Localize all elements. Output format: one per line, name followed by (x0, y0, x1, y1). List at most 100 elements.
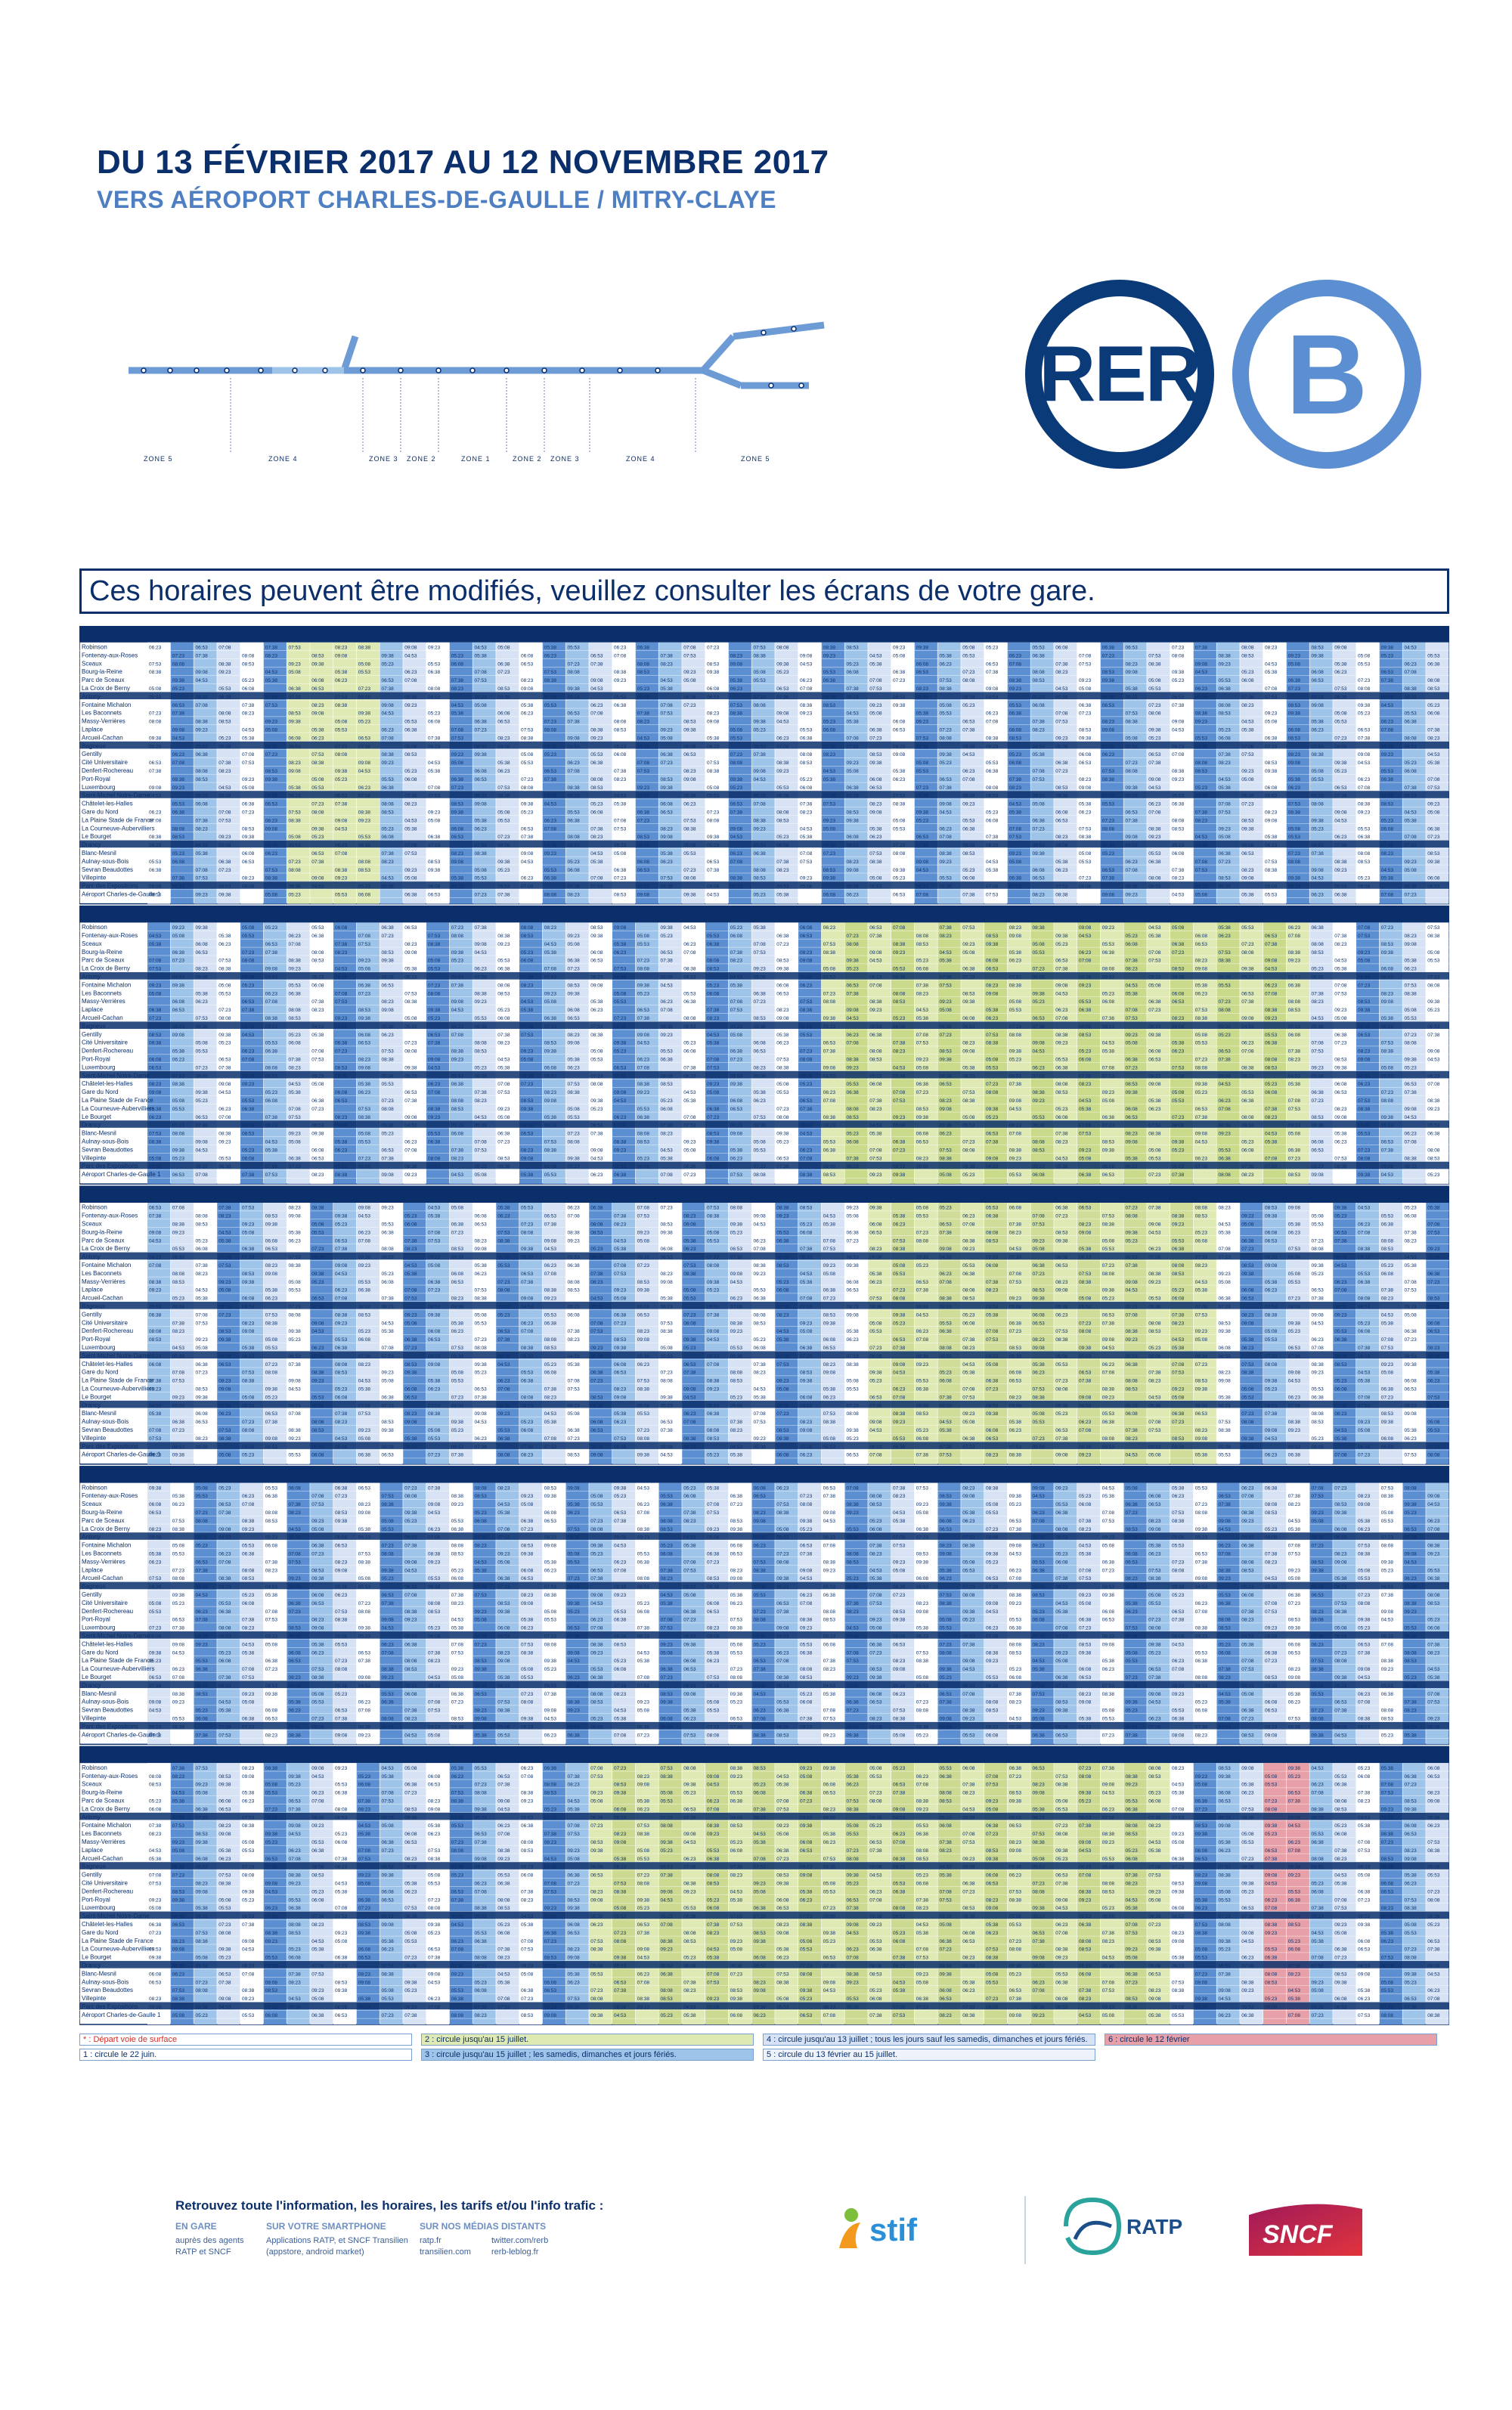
departure-time: 08:53 (1219, 1626, 1232, 1631)
departure-time: 07:23 (962, 1140, 975, 1145)
departure-time: 09:08 (916, 695, 929, 700)
departure-time: 07:53 (1219, 950, 1232, 956)
departure-time: 05:53 (1148, 1296, 1161, 1302)
departure-time: 08:08 (521, 1395, 534, 1400)
departure-time: 05:08 (521, 752, 534, 757)
departure-time: 09:23 (707, 1527, 720, 1532)
departure-time: 04:53 (869, 959, 882, 964)
departure-time: 05:38 (800, 1445, 813, 1450)
departure-time: 08:38 (1079, 1280, 1092, 1285)
departure-time: 08:08 (590, 1222, 603, 1228)
departure-time: 08:53 (428, 1164, 441, 1169)
departure-time: 05:53 (196, 1494, 209, 1499)
departure-time: 07:08 (358, 794, 371, 799)
departure-time: 09:23 (1241, 1214, 1254, 1219)
departure-time: 06:08 (1055, 1560, 1068, 1565)
departure-time: 06:53 (521, 1576, 534, 1581)
departure-time: 05:23 (1358, 711, 1371, 717)
departure-time: 09:08 (311, 876, 324, 881)
departure-time: 09:08 (358, 1065, 371, 1070)
departure-time: 04:53 (1219, 1527, 1232, 1532)
departure-time: 06:08 (683, 1494, 696, 1499)
departure-time: 06:38 (404, 893, 417, 898)
departure-time: 05:08 (497, 1724, 510, 1730)
departure-time: 08:38 (847, 1362, 860, 1368)
departure-time: 06:23 (637, 1362, 650, 1368)
departure-time: 05:53 (940, 876, 953, 881)
departure-time: 09:23 (149, 1288, 162, 1293)
departure-time: 06:23 (637, 1058, 650, 1063)
departure-time: 08:38 (311, 1206, 324, 1211)
departure-time: 08:38 (1219, 653, 1232, 658)
departure-time: 08:38 (1358, 1717, 1371, 1722)
departure-time: 08:53 (1381, 1717, 1394, 1722)
departure-time: 09:38 (661, 785, 674, 791)
departure-time: 07:53 (335, 695, 348, 700)
departure-time: 08:38 (916, 1659, 929, 1664)
station-label: Aulnay-sous-Bois (82, 1418, 129, 1425)
departure-time: 07:53 (404, 1296, 417, 1302)
departure-time: 06:08 (962, 876, 975, 881)
departure-time: 04:53 (730, 835, 743, 840)
departure-time: 09:38 (497, 1609, 510, 1615)
departure-time: 07:08 (754, 1411, 767, 1417)
departure-time: 05:08 (962, 646, 975, 651)
departure-time: 07:23 (311, 1717, 324, 1722)
train-column (170, 922, 194, 1185)
departure-time: 09:23 (196, 893, 209, 898)
departure-time: 04:53 (1219, 1222, 1232, 1228)
departure-time: 07:23 (1102, 1733, 1115, 1738)
departure-time: 08:53 (1358, 860, 1371, 865)
departure-time: 05:38 (637, 1354, 650, 1359)
departure-time: 09:38 (1312, 653, 1325, 658)
departure-time: 08:23 (451, 686, 464, 692)
train-column (217, 642, 240, 904)
departure-time: 04:53 (1195, 1584, 1208, 1590)
departure-time: 07:53 (289, 646, 302, 651)
departure-time: 04:53 (544, 1247, 557, 1252)
departure-time: 08:38 (754, 1263, 767, 1269)
departure-time: 06:08 (289, 1041, 302, 1046)
departure-time: 05:53 (311, 1395, 324, 1400)
departure-time: 05:53 (218, 1601, 231, 1606)
departure-time: 08:08 (962, 678, 975, 683)
departure-time: 05:53 (661, 1494, 674, 1499)
departure-time: 09:08 (823, 1510, 836, 1516)
departure-time: 06:08 (847, 1140, 860, 1145)
departure-time: 08:38 (940, 1601, 953, 1606)
departure-time: 08:53 (311, 959, 324, 964)
departure-time: 08:53 (265, 1214, 278, 1219)
departure-time: 07:08 (730, 1305, 743, 1310)
departure-time: 08:53 (637, 670, 650, 675)
departure-time: 07:08 (614, 1263, 627, 1269)
departure-time: 06:08 (149, 1502, 162, 1507)
departure-time: 05:38 (358, 1527, 371, 1532)
departure-time: 06:23 (451, 1024, 464, 1030)
departure-time: 07:23 (1055, 1214, 1068, 1219)
departure-time: 08:08 (683, 876, 696, 881)
departure-time: 05:08 (1102, 1238, 1115, 1244)
departure-time: 07:38 (614, 1073, 627, 1079)
departure-time: 07:38 (475, 925, 488, 931)
departure-time: 08:53 (637, 1140, 650, 1145)
departure-time: 09:23 (754, 1272, 767, 1277)
departure-time: 09:08 (754, 1073, 767, 1079)
departure-time: 06:38 (521, 1073, 534, 1079)
departure-time: 05:08 (1358, 1428, 1371, 1433)
departure-time: 04:53 (847, 1016, 860, 1021)
departure-time: 06:38 (242, 1247, 255, 1252)
departure-time: 08:08 (1405, 1041, 1418, 1046)
departure-time: 05:23 (986, 1255, 999, 1260)
departure-time: 05:38 (893, 1684, 906, 1689)
departure-time: 06:38 (800, 1650, 813, 1656)
departure-time: 08:38 (1219, 1428, 1232, 1433)
departure-time: 08:08 (847, 1411, 860, 1417)
departure-time: 05:23 (265, 925, 278, 931)
departure-time: 06:08 (1009, 760, 1022, 766)
departure-time: 08:53 (311, 653, 324, 658)
departure-time: 08:38 (1265, 1312, 1278, 1318)
departure-time: 05:08 (1312, 1519, 1325, 1524)
departure-time: 06:38 (893, 1445, 906, 1450)
departure-time: 09:08 (1405, 1552, 1418, 1557)
departure-time: 05:08 (730, 1033, 743, 1038)
